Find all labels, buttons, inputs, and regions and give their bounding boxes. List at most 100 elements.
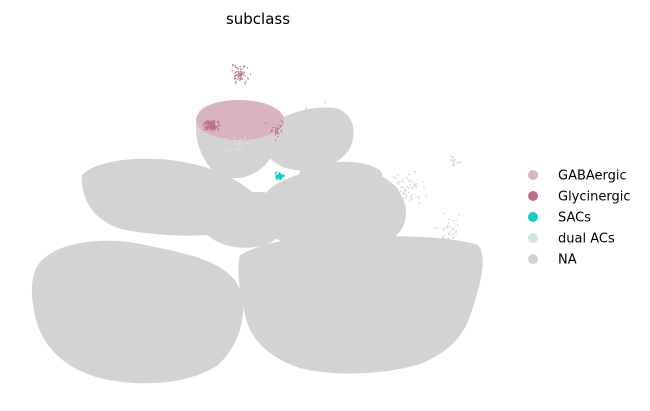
na-point — [101, 184, 104, 187]
na-cluster-1 — [31, 240, 244, 384]
gabaergic-point — [231, 116, 234, 119]
na-point — [452, 237, 455, 239]
na-point — [101, 171, 103, 173]
na-point — [392, 176, 395, 179]
glycinergic-point — [240, 77, 243, 80]
na-point — [407, 191, 410, 194]
glycinergic-point — [245, 80, 248, 83]
glycinergic-point — [237, 72, 240, 75]
na-point — [452, 242, 454, 245]
na-point — [106, 176, 109, 178]
sacs-point — [274, 172, 277, 175]
na-point — [384, 201, 387, 204]
glycinergic-point — [281, 124, 283, 126]
na-point — [326, 113, 329, 115]
glycinergic-point — [240, 73, 243, 75]
series-sacs-points — [274, 171, 286, 181]
na-point — [303, 128, 306, 130]
na-point — [97, 183, 100, 186]
na-point — [451, 264, 453, 266]
dual-acs-point — [234, 158, 237, 161]
glycinergic-point — [205, 120, 208, 122]
sacs-point — [275, 171, 278, 174]
na-point — [332, 107, 334, 110]
na-point — [337, 118, 340, 121]
gabaergic-point — [229, 122, 232, 125]
glycinergic-point — [280, 129, 283, 131]
na-point — [386, 194, 389, 196]
na-point — [453, 257, 456, 260]
na-point — [445, 245, 448, 247]
na-point — [328, 120, 330, 123]
glycinergic-point — [242, 74, 245, 76]
na-point — [401, 201, 404, 203]
na-point — [313, 129, 315, 131]
na-point — [403, 189, 406, 192]
na-point — [319, 117, 322, 120]
na-point — [455, 230, 458, 232]
na-point — [305, 113, 307, 115]
na-point — [447, 237, 449, 240]
glycinergic-point — [276, 131, 279, 133]
na-point — [99, 176, 102, 178]
legend-marker-sacs — [528, 212, 538, 222]
glycinergic-point — [203, 128, 205, 131]
dual-acs-point — [238, 141, 241, 144]
gabaergic-point — [244, 120, 247, 123]
na-point — [396, 181, 399, 184]
na-point — [317, 129, 319, 131]
na-point — [410, 179, 412, 182]
na-point — [409, 183, 412, 186]
na-point — [315, 116, 318, 119]
dual-acs-point — [235, 143, 238, 146]
na-point — [395, 203, 398, 205]
na-point — [99, 168, 101, 170]
na-point — [411, 194, 413, 196]
na-point — [417, 195, 419, 198]
gabaergic-point — [228, 118, 231, 121]
glycinergic-point — [276, 128, 279, 130]
na-point — [445, 238, 448, 241]
na-point — [384, 193, 386, 196]
glycinergic-point — [210, 122, 212, 125]
na-point — [96, 185, 98, 188]
gabaergic-point — [241, 122, 244, 125]
na-point — [98, 187, 100, 189]
na-point — [103, 177, 105, 179]
na-point — [450, 159, 452, 161]
na-point — [368, 195, 371, 198]
gabaergic-point — [226, 120, 230, 123]
dual-acs-point — [224, 149, 227, 152]
series-gabaergic-points — [196, 100, 284, 140]
na-point — [447, 232, 450, 235]
na-point — [312, 121, 315, 124]
na-point — [458, 214, 460, 216]
na-point — [403, 197, 405, 199]
gabaergic-point — [246, 115, 249, 118]
glycinergic-point — [212, 127, 214, 130]
glycinergic-point — [241, 68, 243, 70]
sacs-point — [275, 175, 278, 178]
glycinergic-point — [247, 77, 249, 79]
na-point — [95, 168, 97, 171]
na-point — [457, 242, 459, 244]
na-point — [410, 196, 412, 198]
na-point — [301, 118, 304, 120]
na-point — [404, 205, 407, 207]
na-point — [105, 181, 108, 183]
na-point — [385, 179, 388, 182]
na-point — [425, 194, 428, 197]
gabaergic-point — [251, 116, 254, 119]
glycinergic-point — [238, 71, 240, 73]
glycinergic-point — [238, 77, 240, 80]
glycinergic-point — [239, 66, 241, 68]
na-point — [392, 186, 395, 188]
na-point — [320, 109, 322, 111]
na-point — [304, 115, 306, 117]
glycinergic-point — [275, 129, 277, 131]
gabaergic-point — [249, 115, 252, 118]
legend-marker-dual-acs — [528, 233, 538, 243]
glycinergic-point — [247, 78, 249, 80]
gabaergic-point — [241, 116, 244, 119]
na-point — [394, 185, 397, 188]
